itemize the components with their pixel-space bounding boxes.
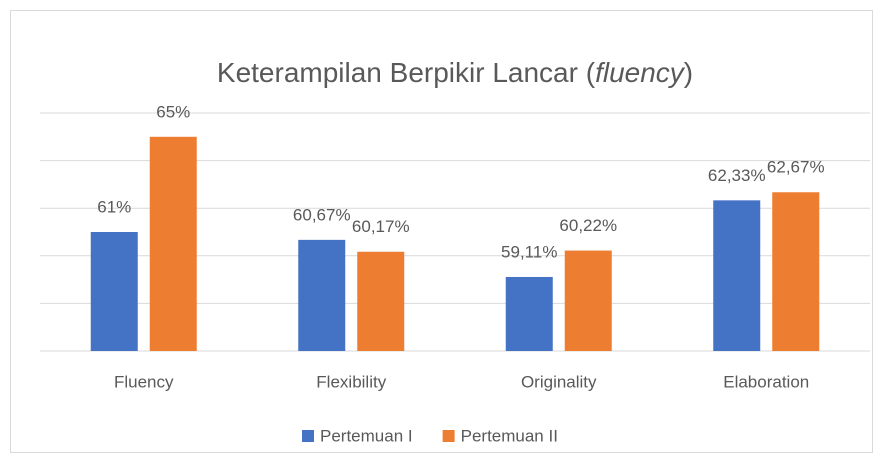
bar <box>90 232 138 351</box>
legend-label: Pertemuan II <box>461 426 558 445</box>
legend-swatch <box>442 430 455 442</box>
data-label: 60,17% <box>352 217 410 236</box>
data-label: 62,33% <box>708 166 766 185</box>
bar <box>505 276 553 351</box>
data-label: 60,67% <box>293 205 351 224</box>
bar <box>298 239 346 351</box>
bar <box>772 192 820 351</box>
bar <box>149 136 197 351</box>
x-tick-label: Elaboration <box>723 372 809 391</box>
x-tick-label: Flexibility <box>316 372 386 391</box>
data-label: 60,22% <box>559 216 617 235</box>
x-tick-label: Originality <box>521 372 597 391</box>
x-tick-label: Fluency <box>114 372 174 391</box>
legend-swatch <box>302 430 314 442</box>
data-label: 61% <box>97 197 131 216</box>
bar <box>564 250 612 351</box>
chart-title: Keterampilan Berpikir Lancar (fluency) <box>217 57 693 88</box>
data-label: 59,11% <box>501 242 557 261</box>
legend-label: Pertemuan I <box>320 426 413 445</box>
data-label: 65% <box>156 102 190 121</box>
data-label: 62,67% <box>767 158 825 177</box>
bar <box>357 251 405 351</box>
bar <box>713 200 761 351</box>
